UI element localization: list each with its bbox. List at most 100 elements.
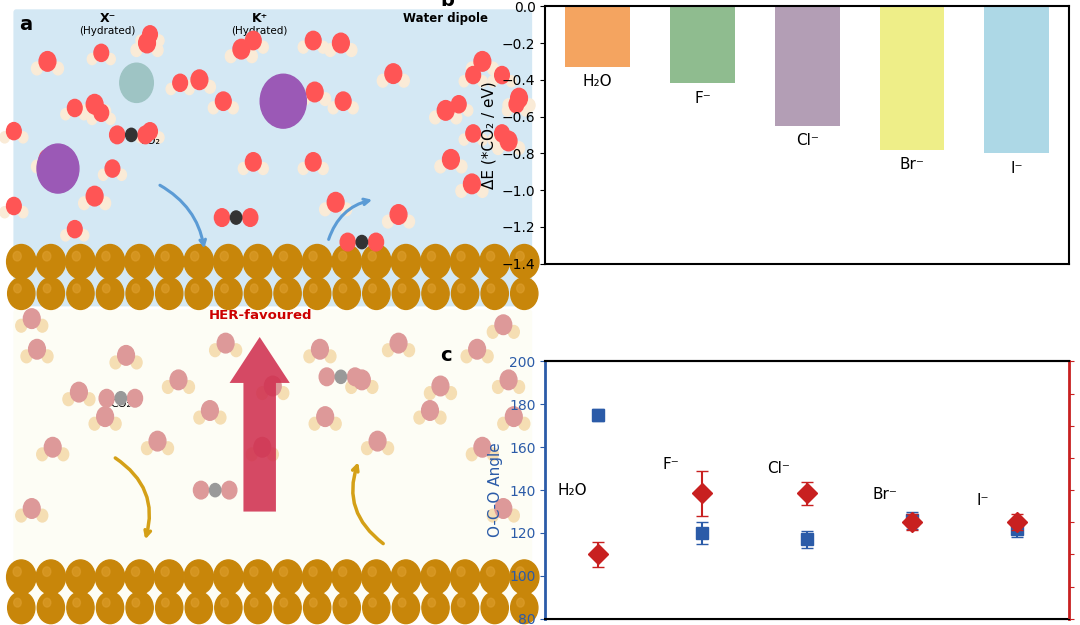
Circle shape <box>467 62 477 75</box>
Circle shape <box>399 74 409 87</box>
Circle shape <box>191 284 199 293</box>
Circle shape <box>102 567 110 576</box>
Circle shape <box>42 350 53 362</box>
Circle shape <box>16 509 27 522</box>
Circle shape <box>208 102 218 114</box>
Circle shape <box>306 31 321 50</box>
Circle shape <box>163 442 174 454</box>
Circle shape <box>239 41 248 53</box>
Circle shape <box>94 44 109 61</box>
Circle shape <box>118 346 134 365</box>
Circle shape <box>463 105 473 116</box>
Circle shape <box>210 344 220 357</box>
Circle shape <box>310 598 318 607</box>
Circle shape <box>66 560 95 594</box>
Circle shape <box>421 560 450 594</box>
Circle shape <box>461 350 472 362</box>
Circle shape <box>215 92 231 111</box>
Circle shape <box>6 244 36 279</box>
Circle shape <box>70 382 87 402</box>
Circle shape <box>333 592 361 624</box>
Circle shape <box>215 278 242 309</box>
Text: X⁻: X⁻ <box>99 12 116 26</box>
Circle shape <box>492 142 503 154</box>
Circle shape <box>16 319 27 332</box>
Circle shape <box>37 509 48 522</box>
Circle shape <box>316 407 334 426</box>
Circle shape <box>79 105 90 118</box>
Circle shape <box>193 481 208 499</box>
Circle shape <box>495 66 510 84</box>
Circle shape <box>500 131 517 151</box>
Circle shape <box>327 192 345 212</box>
Circle shape <box>432 376 449 396</box>
Circle shape <box>422 278 449 309</box>
Circle shape <box>459 76 469 87</box>
Circle shape <box>524 99 535 112</box>
Circle shape <box>435 160 446 173</box>
Circle shape <box>244 592 271 624</box>
Text: I⁻: I⁻ <box>977 493 989 508</box>
Circle shape <box>306 152 321 171</box>
Circle shape <box>184 81 194 93</box>
Circle shape <box>136 132 146 143</box>
Text: Br⁻: Br⁻ <box>873 487 897 502</box>
Circle shape <box>37 244 66 279</box>
Circle shape <box>202 401 218 420</box>
Circle shape <box>106 54 116 64</box>
Circle shape <box>280 284 287 293</box>
Circle shape <box>477 76 487 87</box>
Circle shape <box>72 284 80 293</box>
Circle shape <box>391 244 420 279</box>
Circle shape <box>518 418 530 430</box>
Circle shape <box>338 251 347 261</box>
Circle shape <box>510 560 539 594</box>
Circle shape <box>397 567 406 576</box>
Circle shape <box>384 64 402 83</box>
Circle shape <box>103 598 110 607</box>
Circle shape <box>459 134 469 145</box>
Circle shape <box>170 370 187 389</box>
Circle shape <box>397 251 406 261</box>
Circle shape <box>310 284 318 293</box>
Bar <box>879 6 945 149</box>
Circle shape <box>377 74 388 87</box>
Text: CO₂: CO₂ <box>139 136 160 146</box>
Circle shape <box>392 592 419 624</box>
Circle shape <box>335 370 347 383</box>
Circle shape <box>132 251 139 261</box>
Circle shape <box>184 381 194 393</box>
Circle shape <box>339 284 347 293</box>
Circle shape <box>0 207 10 217</box>
Circle shape <box>251 598 258 607</box>
Circle shape <box>265 376 281 396</box>
Circle shape <box>456 160 467 173</box>
Circle shape <box>94 104 109 121</box>
Circle shape <box>161 567 170 576</box>
Circle shape <box>340 203 352 216</box>
Circle shape <box>18 132 28 143</box>
Circle shape <box>467 448 477 461</box>
Circle shape <box>456 184 467 198</box>
Circle shape <box>465 125 481 142</box>
Circle shape <box>509 509 519 522</box>
Circle shape <box>233 39 249 59</box>
Circle shape <box>346 381 356 393</box>
FancyArrow shape <box>230 337 289 511</box>
Circle shape <box>13 251 22 261</box>
Circle shape <box>443 149 459 169</box>
Circle shape <box>368 233 383 251</box>
Circle shape <box>339 598 347 607</box>
Circle shape <box>96 592 124 624</box>
Circle shape <box>487 448 498 461</box>
Circle shape <box>154 35 164 46</box>
Circle shape <box>477 134 487 145</box>
Circle shape <box>138 126 153 144</box>
Circle shape <box>458 284 465 293</box>
Circle shape <box>243 209 258 226</box>
Circle shape <box>486 251 495 261</box>
Text: (Hydrated): (Hydrated) <box>231 26 288 36</box>
Circle shape <box>230 211 242 224</box>
Text: K⁺: K⁺ <box>252 12 268 26</box>
Circle shape <box>521 105 530 116</box>
